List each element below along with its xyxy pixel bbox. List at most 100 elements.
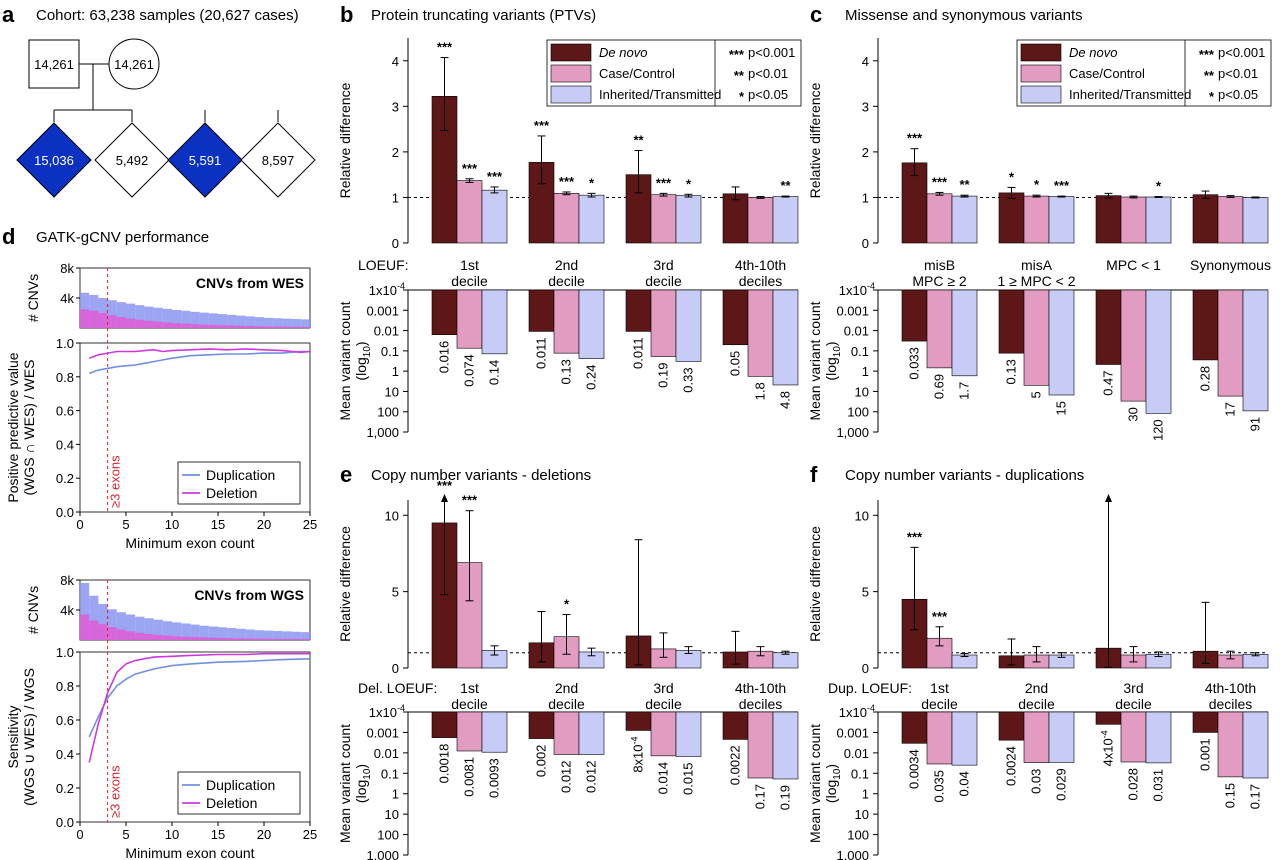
perf-tick-label: 0.4 <box>56 747 74 762</box>
count-axis-subtitle: (log10) <box>823 341 843 380</box>
duplication-line <box>88 350 310 375</box>
panel-c-title: Missense and synonymous variants <box>845 7 1083 24</box>
legend-stars: *** <box>729 47 745 62</box>
diamond-group: 15,036 5,492 5,591 8,597 <box>16 122 316 198</box>
count-bar-2-2 <box>675 711 702 757</box>
x-tick-label: 10 <box>165 827 179 842</box>
child-diamond <box>94 122 170 198</box>
hist-bar-total <box>282 318 292 328</box>
category-label: 4th-10th <box>735 680 786 696</box>
log-close: ) <box>353 764 369 769</box>
hist-bar-deletion <box>181 636 191 640</box>
bar-2-2 <box>675 195 702 244</box>
count-bar-0-0 <box>431 711 458 738</box>
panel-letter-a: a <box>2 2 15 27</box>
panel-letter-f: f <box>810 462 818 487</box>
count-tick-label: 0.001 <box>836 725 869 740</box>
hist-bar-total <box>291 631 301 640</box>
hist-bar-total <box>172 310 182 328</box>
child-diamond <box>240 122 316 198</box>
count-tick-label: 10 <box>855 807 869 822</box>
count-value: 0.033 <box>907 347 922 380</box>
category-label: 2nd <box>555 257 578 273</box>
mother-count: 14,261 <box>114 57 154 72</box>
count-value: 0.47 <box>1101 370 1116 395</box>
legend-stars: * <box>1209 89 1215 104</box>
count-tick-label: 1,000 <box>366 848 399 860</box>
legend-pvalue: p<0.001 <box>1218 45 1265 60</box>
count-value: 0.15 <box>1223 783 1238 808</box>
y-axis-title: Relative difference <box>337 526 353 642</box>
hist-bar-total <box>153 619 163 640</box>
count-value: 0.016 <box>437 341 452 374</box>
panel-e-title: Copy number variants - deletions <box>371 467 591 484</box>
count-bar-1-0 <box>456 711 483 752</box>
category-label: 3rd <box>1123 680 1143 696</box>
hist-bar-deletion <box>264 638 274 640</box>
bar-1-3 <box>1217 196 1244 244</box>
category-label: decile <box>1115 696 1152 712</box>
x-axis-title: Minimum exon count <box>125 535 254 551</box>
child-count: 5,591 <box>189 153 222 168</box>
threshold-label: ≥3 exons <box>108 765 123 818</box>
count-value: 0.011 <box>534 337 549 369</box>
category-label: 3rd <box>653 257 673 273</box>
line-legend-label: Duplication <box>206 467 275 483</box>
count-bar-1-1 <box>1023 289 1050 386</box>
hist-bar-total <box>227 314 237 328</box>
hist-bar-total <box>98 604 108 640</box>
bar-1-0 <box>456 180 483 244</box>
hist-bar-deletion <box>98 313 108 328</box>
x-tick-label: 20 <box>257 517 271 532</box>
category-label: decile <box>548 696 585 712</box>
hist-bar-deletion <box>190 637 200 640</box>
hist-bar-total <box>273 631 283 640</box>
y-tick-label: 10 <box>385 508 399 523</box>
hist-bar-total <box>181 623 191 640</box>
count-bar-2-2 <box>675 289 702 362</box>
count-bar-0-3 <box>722 711 749 740</box>
significance-stars: *** <box>462 161 478 176</box>
log-close: ) <box>823 341 839 346</box>
bar-2-3 <box>1242 653 1269 669</box>
hist-bar-deletion <box>135 632 145 640</box>
x-tick-label: 0 <box>76 517 83 532</box>
hist-bar-total <box>153 307 163 328</box>
hist-bar-total <box>116 302 126 328</box>
count-bar-0-3 <box>1192 711 1219 733</box>
log-base: 10 <box>362 768 373 780</box>
count-value: 0.04 <box>957 771 972 796</box>
hist-bar-total <box>218 314 228 328</box>
perf-tick-label: 1.0 <box>56 645 74 660</box>
count-bar-1-2 <box>650 289 677 357</box>
hist-bar-deletion <box>208 637 218 640</box>
hist-bar-total <box>190 624 200 640</box>
perf-y-title: Sensitivity <box>5 705 21 768</box>
hist-bar-deletion <box>181 323 191 328</box>
count-bar-0-2 <box>625 711 652 731</box>
log-base: 10 <box>832 346 843 358</box>
hist-bar-total <box>116 612 126 640</box>
y-tick-label: 5 <box>862 585 869 600</box>
count-tick-label: 100 <box>377 828 399 843</box>
count-tick-label: 1x10-4 <box>839 281 875 298</box>
significance-stars: * <box>1034 177 1040 192</box>
significance-stars: *** <box>487 169 503 184</box>
count-value: 1.7 <box>957 382 972 400</box>
count-bar-1-2 <box>1120 289 1147 402</box>
line-legend-box <box>177 461 301 505</box>
hist-bar-total <box>254 630 264 640</box>
panel-letter-b: b <box>340 2 353 27</box>
count-bar-1-0 <box>926 289 953 369</box>
count-value: 0.13 <box>1004 359 1019 384</box>
count-tick-label: 1,000 <box>836 848 869 860</box>
significance-stars: *** <box>907 131 923 146</box>
hist-bar-total <box>190 311 200 328</box>
hist-title: CNVs from WGS <box>194 587 304 603</box>
hist-bar-deletion <box>107 315 117 328</box>
line-legend-label: Deletion <box>206 795 257 811</box>
hist-bar-total <box>162 308 172 328</box>
count-bar-1-1 <box>1023 711 1050 763</box>
hist-bar-deletion <box>98 624 108 640</box>
